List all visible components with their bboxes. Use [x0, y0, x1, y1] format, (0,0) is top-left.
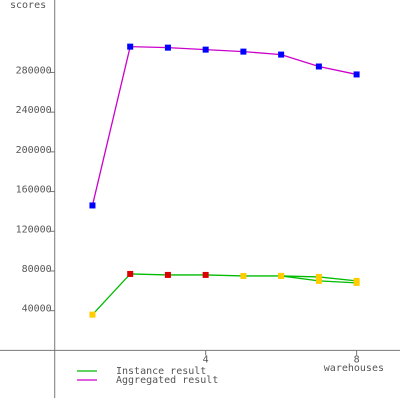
point-marker: [164, 44, 171, 51]
point-marker: [127, 43, 134, 50]
point-marker: [164, 271, 171, 278]
y-tick-label: 40000: [22, 304, 52, 315]
y-tick-label: 240000: [16, 105, 52, 116]
y-tick-label: 200000: [16, 145, 52, 156]
y-tick-label: 80000: [22, 264, 52, 275]
point-marker: [315, 273, 322, 280]
point-marker: [278, 51, 285, 58]
y-tick-label: 160000: [16, 185, 52, 196]
x-tick-label: 4: [203, 354, 209, 365]
y-tick-label: 280000: [16, 65, 52, 76]
legend-label: Aggregated result: [116, 375, 218, 386]
series-line: [91, 273, 357, 316]
point-marker: [315, 277, 322, 284]
point-marker: [353, 71, 360, 78]
point-marker: [89, 311, 96, 318]
point-marker: [240, 272, 247, 279]
point-marker: [202, 46, 209, 53]
series-line: [91, 45, 357, 206]
y-tick-label: 120000: [16, 224, 52, 235]
legend-label: Instance result: [116, 366, 206, 377]
point-marker: [315, 63, 322, 70]
x-axis-label: warehouses: [324, 363, 384, 374]
y-axis-label: scores: [10, 0, 46, 11]
point-marker: [353, 279, 360, 286]
point-marker: [89, 202, 96, 209]
point-marker: [240, 48, 247, 55]
point-marker: [202, 271, 209, 278]
point-marker: [278, 272, 285, 279]
x-tick-label: 8: [354, 354, 360, 365]
point-marker: [127, 270, 134, 277]
